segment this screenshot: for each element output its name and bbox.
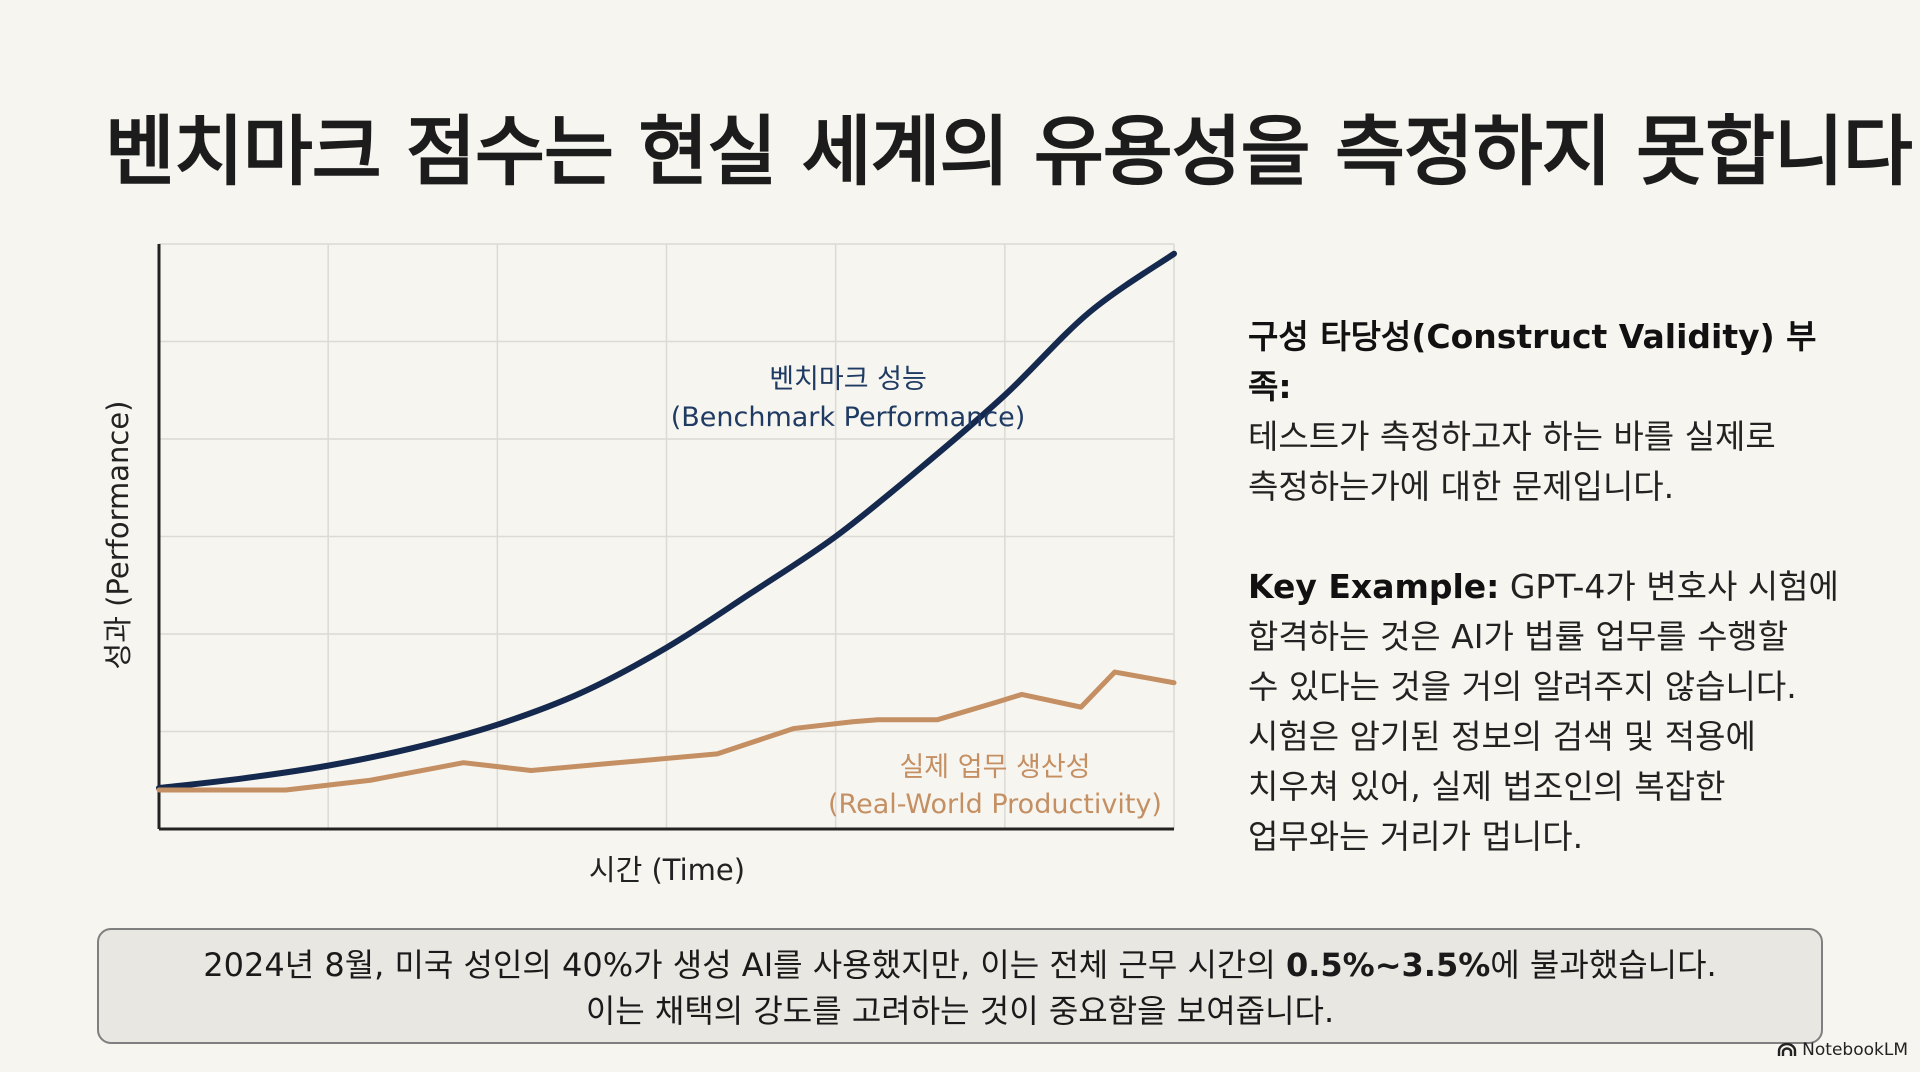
benchmark-label-en: (Benchmark Performance) xyxy=(671,402,1026,433)
footer-highlight: 0.5%~3.5% xyxy=(1285,946,1491,984)
benchmark-label-ko: 벤치마크 성능 xyxy=(769,364,927,395)
p1-line2: 측정하는가에 대한 문제입니다. xyxy=(1248,467,1675,506)
performance-chart: 벤치마크 성능 (Benchmark Performance) 실제 업무 생산… xyxy=(101,243,1177,887)
y-axis-label: 성과 (Performance) xyxy=(101,401,135,670)
p2-line4: 시험은 암기된 정보의 검색 및 적용에 xyxy=(1248,717,1756,756)
footer-line1: 2024년 8월, 미국 성인의 40%가 생성 AI를 사용했지만, 이는 전… xyxy=(203,946,1717,984)
key-example-paragraph: Key Example: GPT-4가 변호사 시험에 합격하는 것은 AI가 … xyxy=(1248,562,1848,862)
slide-title: 벤치마크 점수는 현실 세계의 유용성을 측정하지 못합니다 xyxy=(105,107,1913,196)
x-axis-label: 시간 (Time) xyxy=(589,853,745,887)
footer-callout: 2024년 8월, 미국 성인의 40%가 생성 AI를 사용했지만, 이는 전… xyxy=(97,928,1823,1044)
productivity-label-ko: 실제 업무 생산성 xyxy=(899,752,1090,783)
explanation-panel: 구성 타당성(Construct Validity) 부족: 테스트가 측정하고… xyxy=(1248,312,1848,912)
footer-line2: 이는 채택의 강도를 고려하는 것이 중요함을 보여줍니다. xyxy=(585,992,1335,1030)
benchmark-performance-line xyxy=(156,250,1177,792)
p2-line5: 치우쳐 있어, 실제 법조인의 복잡한 xyxy=(1248,767,1726,806)
p2-line6: 업무와는 거리가 멉니다. xyxy=(1248,817,1584,856)
p1-line1: 테스트가 측정하고자 하는 바를 실제로 xyxy=(1248,417,1776,456)
key-example-heading: Key Example: xyxy=(1248,567,1500,606)
real-world-productivity-line xyxy=(156,669,1177,793)
p2-line2: 합격하는 것은 AI가 법률 업무를 수행할 xyxy=(1248,617,1789,656)
productivity-label-en: (Real-World Productivity) xyxy=(828,789,1162,820)
construct-validity-heading: 구성 타당성(Construct Validity) 부족: xyxy=(1248,317,1817,406)
construct-validity-paragraph: 구성 타당성(Construct Validity) 부족: 테스트가 측정하고… xyxy=(1248,312,1848,512)
p2-line3: 수 있다는 것을 거의 알려주지 않습니다. xyxy=(1248,667,1797,706)
notebooklm-brand: NotebookLM xyxy=(1777,1040,1908,1060)
notebooklm-logo-icon xyxy=(1777,1043,1797,1056)
chart-grid xyxy=(159,243,1175,829)
brand-name: NotebookLM xyxy=(1802,1040,1908,1060)
p2-line1: GPT-4가 변호사 시험에 xyxy=(1499,567,1839,606)
